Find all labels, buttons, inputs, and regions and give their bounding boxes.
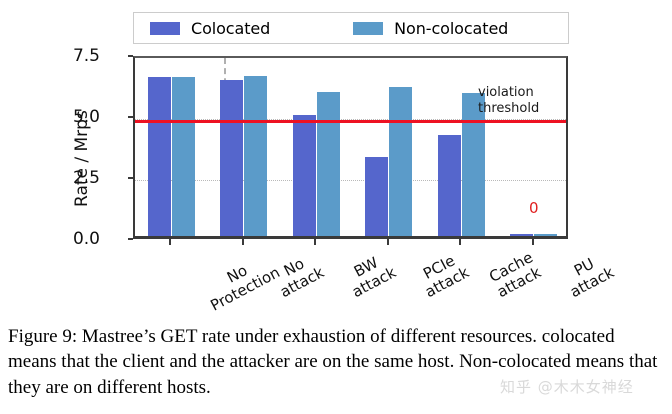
bar xyxy=(292,115,316,236)
x-axis-tick-label: BW attack xyxy=(342,249,400,302)
gridline xyxy=(135,119,566,120)
y-axis-tick-label: 7.5 xyxy=(72,46,100,66)
legend-label-non-colocated: Non-colocated xyxy=(394,18,509,38)
x-axis-tick-mark xyxy=(241,239,244,245)
chart-legend: Colocated Non-colocated xyxy=(133,12,569,44)
y-axis-tick-mark xyxy=(128,116,133,118)
caption-block: Figure 9: Mastree’s GET rate under exhau… xyxy=(0,318,672,414)
x-axis-tick-label: No Protection xyxy=(200,249,283,315)
bar xyxy=(365,157,389,236)
caption-line-1: Figure 9: Mastree’s GET rate under exhau… xyxy=(8,326,538,347)
caption-line-3: Non-colocated means that they are on dif… xyxy=(8,351,658,398)
bar xyxy=(389,87,413,236)
violation-threshold-annotation: violation threshold xyxy=(478,85,539,116)
zero-data-label: 0 xyxy=(528,199,539,217)
violation-threshold-line xyxy=(135,120,566,124)
bar xyxy=(534,234,558,236)
y-axis-tick-mark xyxy=(128,238,133,240)
legend-label-colocated: Colocated xyxy=(191,18,271,38)
bar xyxy=(461,92,485,236)
y-axis-tick-label: 5.0 xyxy=(72,107,100,127)
x-axis-tick-label: PU attack xyxy=(559,249,617,302)
y-axis-tick-label: 0.0 xyxy=(72,229,100,249)
plot-area: 0 violation threshold xyxy=(133,56,568,239)
y-axis-tick-mark xyxy=(128,177,133,179)
x-axis-tick-mark xyxy=(314,239,317,245)
legend-swatch-non-colocated xyxy=(353,21,384,35)
figure-caption: Figure 9: Mastree’s GET rate under exhau… xyxy=(8,324,664,400)
watermark: 知乎 @木木女神经 xyxy=(500,378,634,396)
annotation-line-2: threshold xyxy=(478,100,540,116)
legend-swatch-colocated xyxy=(150,21,180,35)
y-axis-tick-label: 2.5 xyxy=(72,168,100,188)
bar xyxy=(220,79,244,236)
legend-entry-non-colocated: Non-colocated xyxy=(353,19,508,38)
x-axis-tick-mark xyxy=(459,239,462,245)
x-axis-tick-label: No attack xyxy=(269,249,327,302)
x-axis-tick-label: Cache attack xyxy=(486,248,545,302)
annotation-line-1: violation xyxy=(478,85,534,101)
gridline xyxy=(135,180,566,181)
legend-entry-colocated: Colocated xyxy=(150,19,270,38)
figure-panel: Colocated Non-colocated Rate / Mrps 0.0 2… xyxy=(72,12,617,315)
x-axis-tick-mark xyxy=(531,239,534,245)
bar xyxy=(510,234,534,236)
bar xyxy=(147,77,171,236)
bar xyxy=(244,76,268,236)
x-axis-tick-label: PCIe attack xyxy=(414,249,472,302)
caption-line-2: colocated means that the client and the … xyxy=(8,326,615,373)
bar xyxy=(171,77,195,236)
x-axis-tick-mark xyxy=(169,239,172,245)
bar xyxy=(437,135,461,236)
y-axis-tick-mark xyxy=(128,55,133,57)
bar xyxy=(316,91,340,236)
x-axis-tick-mark xyxy=(386,239,389,245)
